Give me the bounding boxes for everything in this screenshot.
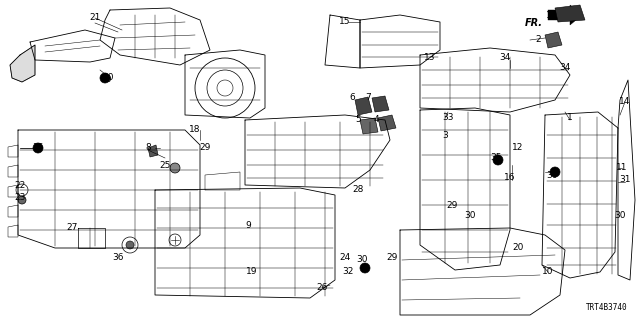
Polygon shape: [555, 5, 585, 22]
Text: 12: 12: [512, 143, 524, 153]
Text: 16: 16: [504, 173, 516, 182]
Text: 30: 30: [464, 211, 476, 220]
Text: 27: 27: [67, 223, 77, 233]
Text: 29: 29: [446, 201, 458, 210]
Polygon shape: [148, 145, 158, 157]
Text: 18: 18: [189, 125, 201, 134]
Text: 34: 34: [499, 53, 511, 62]
Circle shape: [170, 163, 180, 173]
Circle shape: [493, 155, 503, 165]
Polygon shape: [360, 118, 378, 134]
Text: 30: 30: [547, 171, 557, 180]
Polygon shape: [545, 32, 562, 48]
Text: 13: 13: [424, 53, 436, 62]
Text: 35: 35: [490, 154, 502, 163]
Text: 29: 29: [387, 253, 397, 262]
Text: 30: 30: [614, 211, 626, 220]
Text: 36: 36: [112, 253, 124, 262]
Text: 6: 6: [349, 93, 355, 102]
Text: 19: 19: [246, 268, 258, 276]
Text: 3: 3: [442, 131, 448, 140]
Circle shape: [18, 196, 26, 204]
Text: 24: 24: [339, 253, 351, 262]
Text: 28: 28: [352, 186, 364, 195]
Text: 30: 30: [102, 74, 114, 83]
Text: 11: 11: [616, 164, 628, 172]
Circle shape: [360, 263, 370, 273]
Text: 32: 32: [342, 268, 354, 276]
Text: 1: 1: [567, 114, 573, 123]
Text: 10: 10: [542, 268, 554, 276]
Text: 14: 14: [620, 98, 630, 107]
Text: 2: 2: [535, 36, 541, 44]
Text: 26: 26: [316, 284, 328, 292]
Polygon shape: [355, 97, 372, 115]
Text: 34: 34: [559, 63, 571, 73]
Circle shape: [126, 241, 134, 249]
Text: 30: 30: [100, 76, 112, 84]
Text: 22: 22: [14, 180, 26, 189]
Text: TRT4B3740: TRT4B3740: [586, 303, 628, 312]
Text: 25: 25: [159, 161, 171, 170]
Text: FR.: FR.: [525, 18, 543, 28]
Text: 33: 33: [442, 114, 454, 123]
Text: 5: 5: [355, 116, 361, 124]
Polygon shape: [372, 96, 389, 112]
Circle shape: [33, 143, 43, 153]
Text: 20: 20: [512, 244, 524, 252]
Text: 31: 31: [620, 175, 631, 185]
Text: 7: 7: [365, 93, 371, 102]
Text: 21: 21: [90, 13, 100, 22]
Circle shape: [550, 167, 560, 177]
Polygon shape: [378, 115, 396, 131]
Text: 23: 23: [14, 194, 26, 203]
Text: 9: 9: [245, 220, 251, 229]
Text: 29: 29: [199, 143, 211, 153]
Circle shape: [100, 73, 110, 83]
Text: 30: 30: [356, 255, 368, 265]
Text: 15: 15: [339, 18, 351, 27]
Polygon shape: [10, 45, 35, 82]
Text: 35: 35: [32, 143, 44, 153]
Text: 17: 17: [547, 11, 557, 20]
Text: 8: 8: [145, 143, 151, 153]
Polygon shape: [548, 5, 582, 25]
Text: 4: 4: [373, 116, 379, 124]
